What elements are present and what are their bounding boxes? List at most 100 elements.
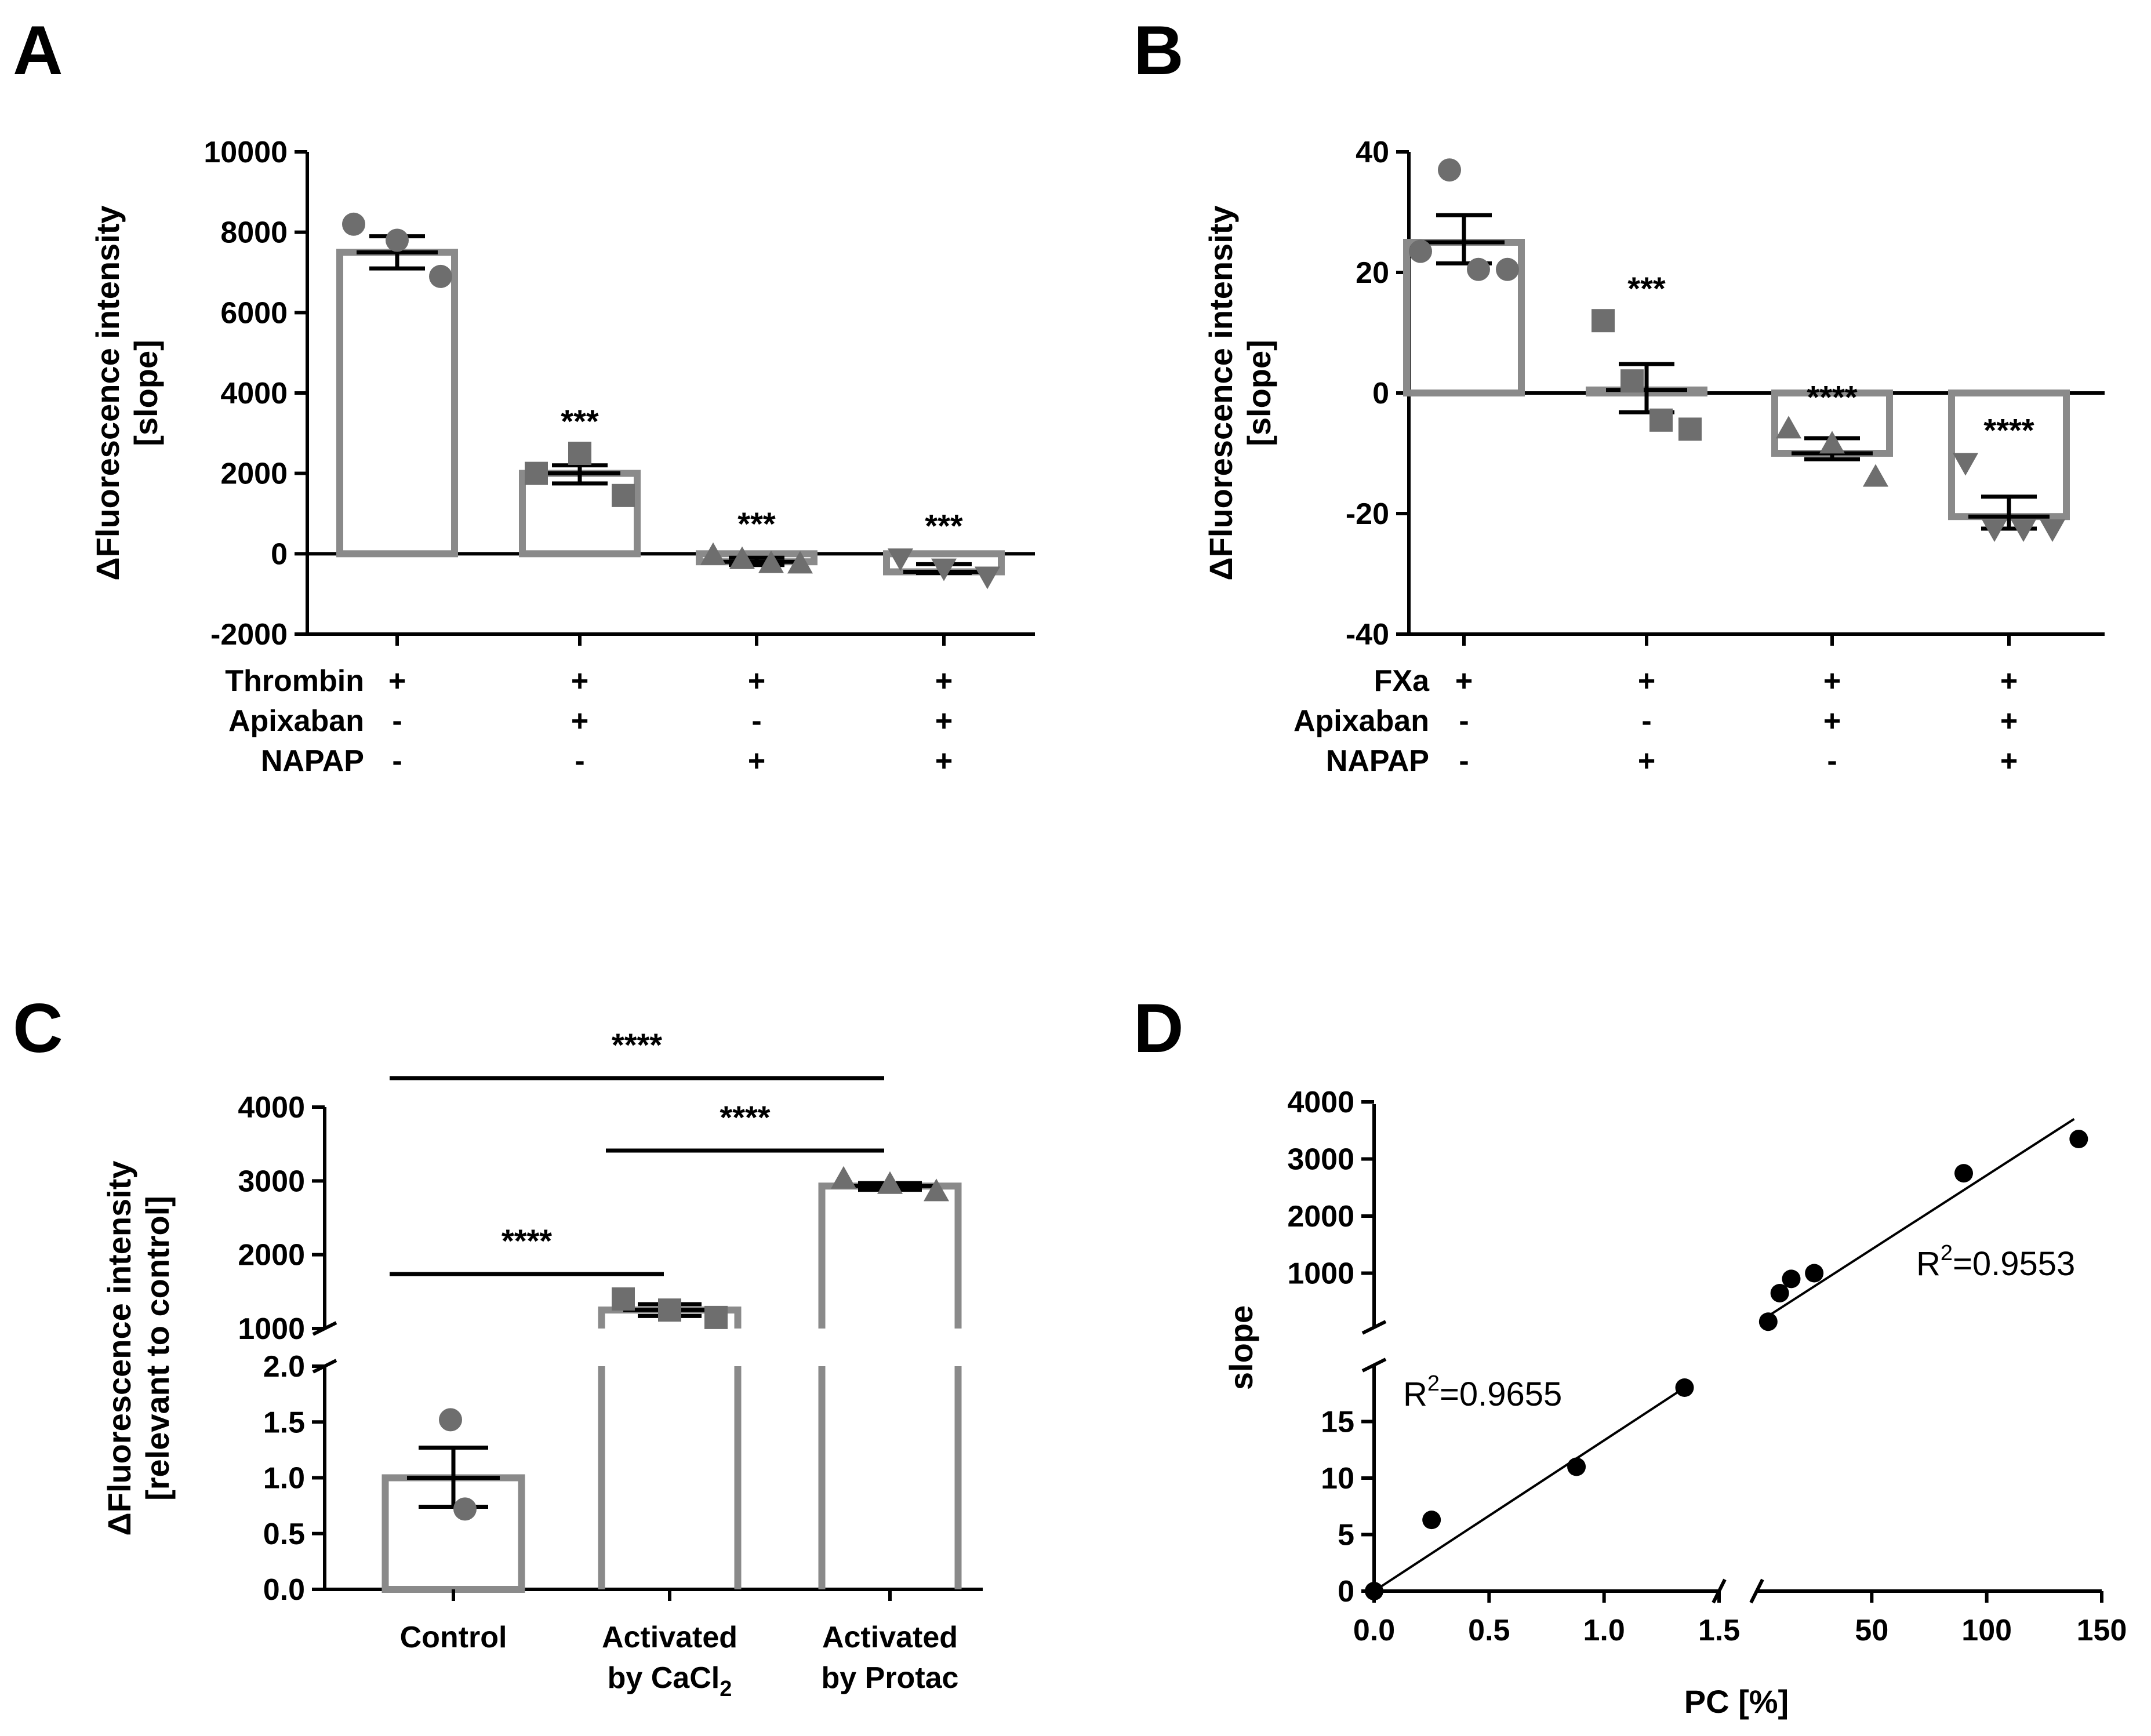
y-tick-label: 40 bbox=[1356, 136, 1389, 169]
significance-label: **** bbox=[1983, 412, 2034, 449]
y-tick-label: 1.0 bbox=[263, 1462, 305, 1495]
y-tick-label: 1.5 bbox=[263, 1406, 305, 1439]
panel-letter-a: A bbox=[13, 12, 63, 89]
y-tick-label: 0.0 bbox=[263, 1573, 305, 1607]
condition-value: - bbox=[1827, 744, 1837, 778]
data-point bbox=[2011, 519, 2036, 542]
condition-name: FXa bbox=[1374, 664, 1430, 698]
data-point bbox=[429, 264, 452, 288]
data-point bbox=[1770, 1283, 1789, 1302]
category-label: Activated bbox=[602, 1621, 737, 1654]
x-tick-label: 1.5 bbox=[1698, 1614, 1740, 1647]
data-point bbox=[658, 1298, 681, 1322]
data-point bbox=[1675, 1378, 1694, 1397]
y-tick-label: 0 bbox=[1372, 377, 1389, 410]
significance-label: *** bbox=[561, 403, 599, 439]
axis-break-mark bbox=[1361, 1320, 1387, 1335]
r-squared-value: =0.9655 bbox=[1440, 1375, 1562, 1413]
r-squared-high: R2=0.9553 bbox=[1916, 1241, 2075, 1283]
data-point bbox=[1776, 416, 1801, 439]
category-label-line2: by CaCl2 bbox=[608, 1661, 732, 1701]
condition-value: + bbox=[2000, 704, 2018, 738]
condition-value: - bbox=[392, 704, 402, 738]
data-point bbox=[1592, 309, 1615, 333]
y-tick-label: 8000 bbox=[220, 216, 288, 250]
y-tick-label: 10 bbox=[1321, 1462, 1354, 1495]
panel-d-chart: 1000 2000 3000 4000 0 5 10 15 0.0 0.5 1.0 1.5 50 100 1… bbox=[1223, 1086, 2127, 1720]
y-tick-label: 2000 bbox=[1287, 1200, 1354, 1233]
y-tick-label: 2.0 bbox=[263, 1350, 305, 1384]
data-point bbox=[1819, 431, 1845, 454]
condition-value: + bbox=[2000, 664, 2018, 698]
data-point bbox=[1982, 519, 2007, 542]
data-point bbox=[729, 546, 755, 569]
bar bbox=[336, 249, 458, 558]
data-point bbox=[700, 542, 726, 565]
condition-value: + bbox=[1823, 664, 1841, 698]
x-tick-label: 1.0 bbox=[1583, 1614, 1625, 1647]
y-tick-label: 15 bbox=[1321, 1406, 1354, 1439]
superscript: 2 bbox=[1941, 1241, 1953, 1265]
y-tick-label: 1000 bbox=[238, 1312, 305, 1346]
data-point bbox=[525, 461, 548, 485]
significance-label: *** bbox=[925, 507, 963, 544]
y-tick-label: 10000 bbox=[204, 136, 288, 169]
y-tick-label: 2000 bbox=[238, 1239, 305, 1272]
y-axis-label-line: [slope] bbox=[1241, 340, 1277, 446]
x-axis-label: PC [%] bbox=[1684, 1683, 1789, 1720]
condition-value: + bbox=[388, 664, 406, 698]
significance-label: *** bbox=[1627, 270, 1666, 307]
condition-value: + bbox=[935, 704, 953, 738]
data-point bbox=[1782, 1269, 1801, 1289]
data-point bbox=[831, 1166, 856, 1189]
y-tick-label: 3000 bbox=[238, 1164, 305, 1198]
data-point bbox=[931, 558, 957, 581]
y-tick-label: 6000 bbox=[220, 296, 288, 330]
y-tick-label: 4000 bbox=[220, 377, 288, 410]
axis-break-mark bbox=[1361, 1357, 1387, 1373]
x-tick-label: 0.5 bbox=[1468, 1614, 1510, 1647]
data-point bbox=[1620, 369, 1644, 393]
y-tick-label: -2000 bbox=[210, 618, 288, 652]
data-point bbox=[568, 442, 591, 465]
y-tick-label: -40 bbox=[1346, 618, 1389, 652]
category-label: Control bbox=[400, 1621, 507, 1654]
panel-a-chart: -2000 0 2000 4000 6000 8000 10000 ΔFluorescence… bbox=[89, 136, 1035, 778]
data-point bbox=[1567, 1457, 1586, 1476]
data-point bbox=[1496, 257, 1519, 281]
y-tick-label: 3000 bbox=[1287, 1143, 1354, 1177]
data-point bbox=[1467, 257, 1490, 281]
y-tick-label: 0 bbox=[271, 537, 288, 571]
condition-value: - bbox=[1641, 704, 1651, 738]
y-tick-label: 2000 bbox=[220, 457, 288, 491]
condition-value: - bbox=[575, 744, 584, 778]
panel-b-chart: -40 -20 0 20 40 ΔFluorescence intensity[slope… bbox=[1202, 136, 2105, 778]
condition-value: - bbox=[392, 744, 402, 778]
condition-value: + bbox=[571, 664, 588, 698]
subscript: 2 bbox=[720, 1677, 732, 1701]
data-point bbox=[787, 551, 813, 574]
condition-name: Apixaban bbox=[228, 704, 364, 738]
x-tick-label: 0.0 bbox=[1353, 1614, 1395, 1647]
data-point bbox=[1953, 453, 1978, 476]
panel-letter-c: C bbox=[13, 989, 63, 1067]
data-point bbox=[439, 1408, 462, 1432]
data-point bbox=[386, 228, 409, 252]
panel-letter-d: D bbox=[1133, 989, 1184, 1067]
data-point bbox=[1758, 1312, 1778, 1331]
panel-letter-b: B bbox=[1133, 12, 1184, 89]
comparison-label: **** bbox=[720, 1099, 770, 1136]
y-tick-label: 4000 bbox=[1287, 1086, 1354, 1119]
fit-line-low bbox=[1373, 1386, 1685, 1592]
data-point bbox=[924, 1178, 949, 1202]
condition-value: + bbox=[1638, 744, 1655, 778]
y-axis-label-line: [slope] bbox=[128, 340, 164, 446]
superscript: 2 bbox=[1427, 1371, 1440, 1396]
data-point bbox=[877, 1171, 903, 1194]
data-point bbox=[2069, 1130, 2088, 1149]
significance-label: *** bbox=[737, 505, 776, 542]
comparison-label: **** bbox=[612, 1027, 662, 1063]
y-axis-label: ΔFluorescence intensity[relevant to cont… bbox=[101, 1160, 176, 1535]
condition-value: + bbox=[748, 664, 765, 698]
